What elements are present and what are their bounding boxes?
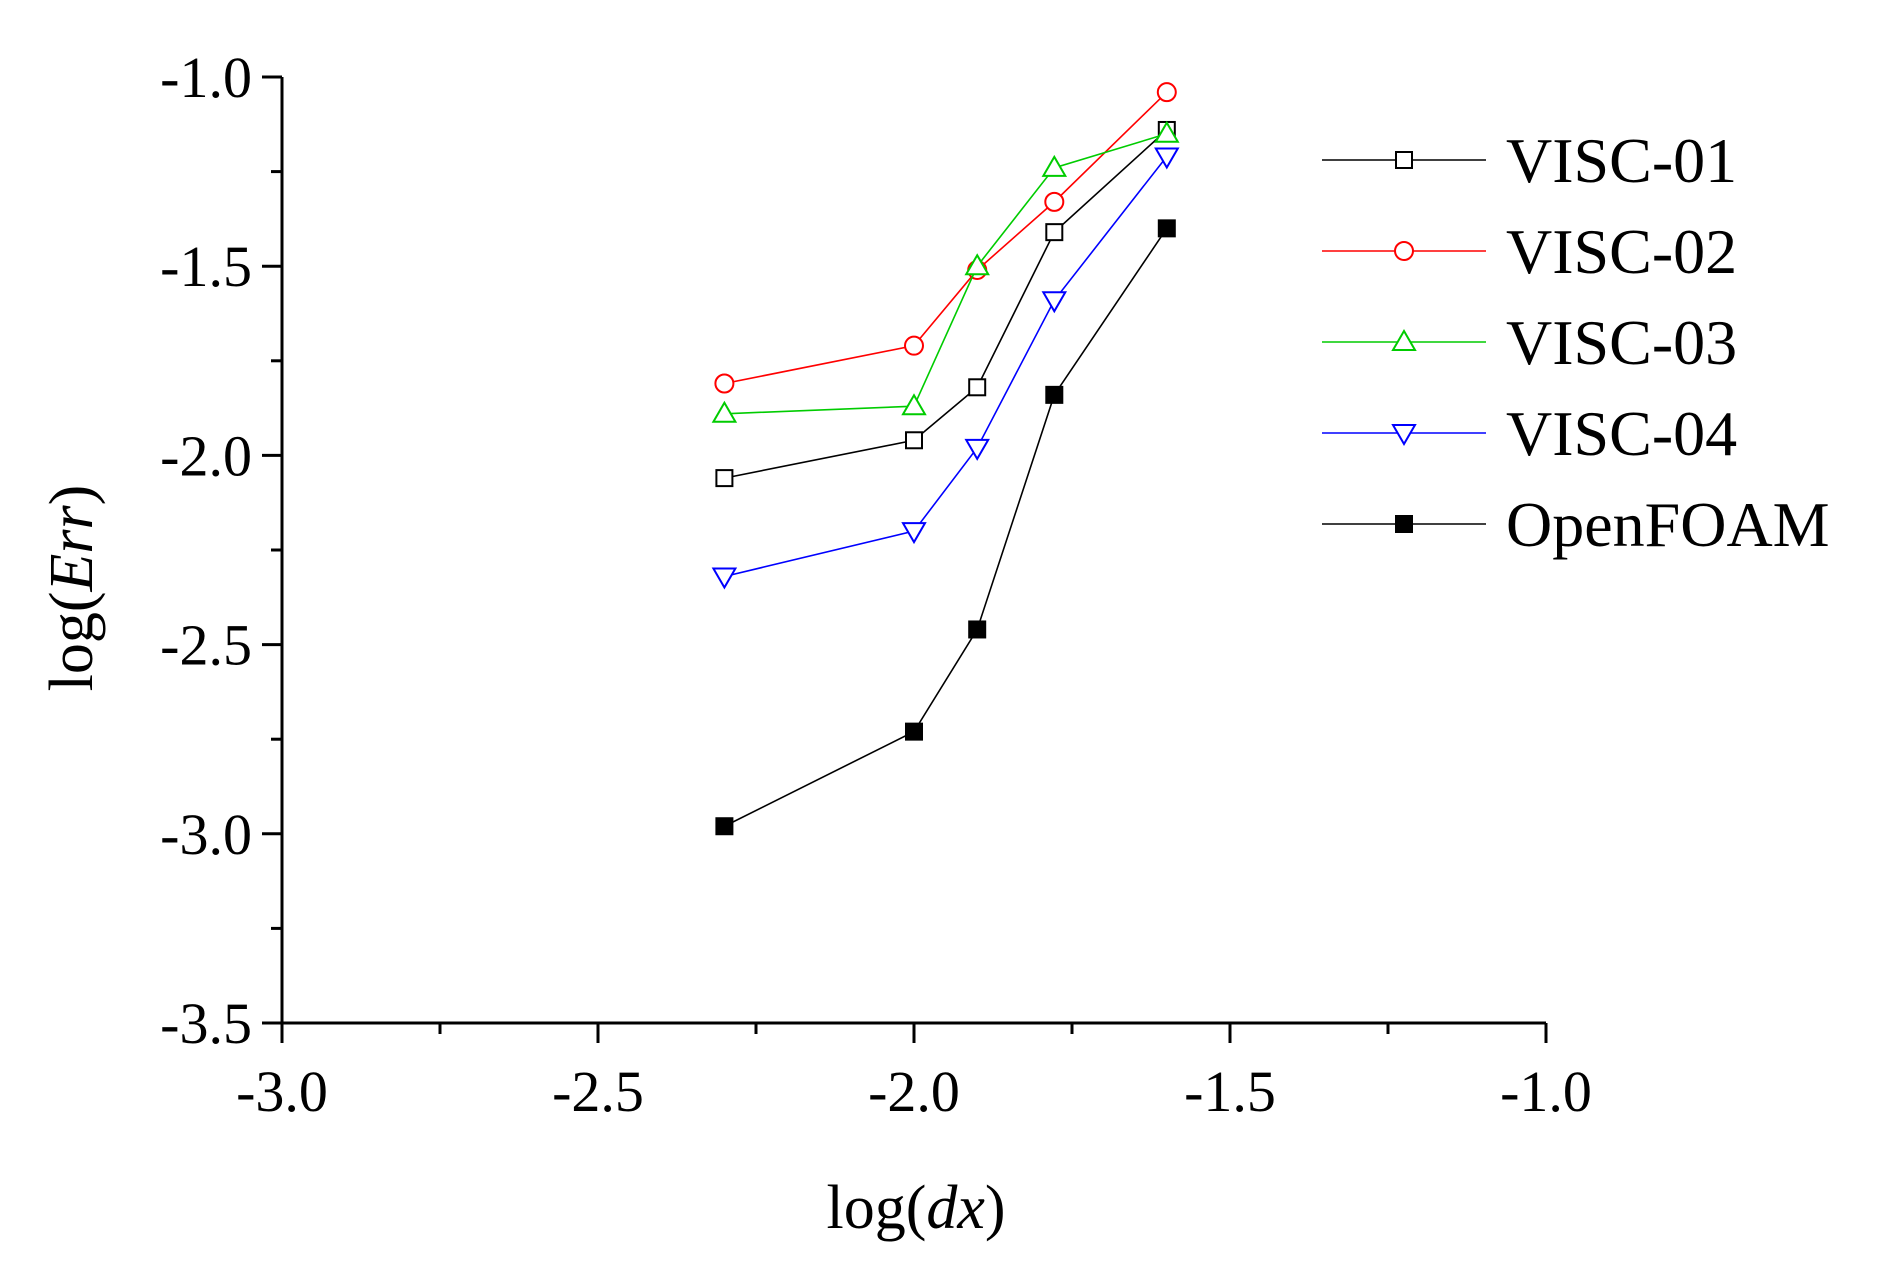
series-visc-03 [711,120,1180,423]
series-line [724,132,1168,415]
series-visc-04 [711,147,1180,590]
y-tick-label: -3.0 [160,802,252,867]
legend-label: VISC-02 [1506,216,1737,287]
y-tick-label: -2.5 [160,613,252,678]
data-point [711,567,738,590]
y-axis-title-suffix: ) [38,485,106,506]
y-tick-label: -2.0 [160,423,252,488]
y-tick-label: -1.0 [160,45,252,110]
data-point [1045,223,1064,242]
y-tick-label: -1.5 [160,234,252,299]
y-tick-label: -3.5 [160,991,252,1056]
data-point [711,400,738,423]
series-line [724,227,1168,827]
legend-item: VISC-03 [1322,307,1737,378]
x-tick-label: -3.0 [236,1059,328,1124]
x-axis-title: log(dx) [826,1174,1005,1242]
y-axis-title: log(Err) [38,485,106,692]
legend-item: VISC-02 [1322,216,1737,287]
x-tick-label: -1.5 [1184,1059,1276,1124]
data-point [1156,82,1177,103]
x-tick-label: -2.0 [868,1059,960,1124]
axes: -3.0 -2.5 -2.0 -1.5 -1.0-3.5-3.0-2.5-2.0-1.5… [160,45,1592,1124]
data-point [901,522,927,545]
legend-label: VISC-03 [1506,307,1737,378]
series-openfoam [715,219,1176,836]
data-point [964,438,990,461]
x-tick-label: -1.0 [1500,1059,1592,1124]
y-axis-title-prefix: log( [38,591,106,691]
data-point [1154,120,1180,143]
legend-label: VISC-04 [1506,398,1737,469]
x-tick-label: -2.5 [552,1059,644,1124]
plot-series [711,82,1180,836]
data-point [1157,219,1176,238]
data-point [1041,154,1068,177]
data-point [715,469,734,488]
legend-marker [1395,151,1413,169]
data-point [1154,147,1180,170]
data-point [1041,291,1068,314]
legend: VISC-01 VISC-02 VISC-03 VISC-04 OpenFOAM [1322,125,1830,560]
data-point [904,335,924,356]
data-point [1044,191,1065,212]
legend-marker [1395,515,1413,533]
series-visc-01 [715,120,1176,488]
data-point [905,722,923,741]
y-axis-title-variable: Err [38,504,106,592]
data-point [715,817,734,836]
data-point [964,253,990,276]
legend-item: OpenFOAM [1322,489,1830,560]
series-line [724,129,1168,479]
legend-label: OpenFOAM [1506,489,1830,560]
data-point [714,373,735,394]
legend-marker [1391,424,1417,446]
data-point [1045,385,1064,404]
legend-item: VISC-04 [1322,398,1737,469]
legend-item: VISC-01 [1322,125,1737,196]
legend-label: VISC-01 [1506,125,1737,196]
legend-marker [1391,329,1417,351]
data-point [968,378,987,397]
series-visc-02 [714,82,1177,394]
data-point [968,620,987,639]
legend-marker [1394,241,1414,261]
x-axis-title-prefix: log( [826,1174,926,1242]
x-axis-title-variable: dx [926,1174,985,1242]
series-line [724,155,1168,578]
series-line [724,91,1168,385]
data-point [901,393,927,416]
data-point [905,431,923,450]
x-axis-title-suffix: ) [985,1174,1006,1242]
